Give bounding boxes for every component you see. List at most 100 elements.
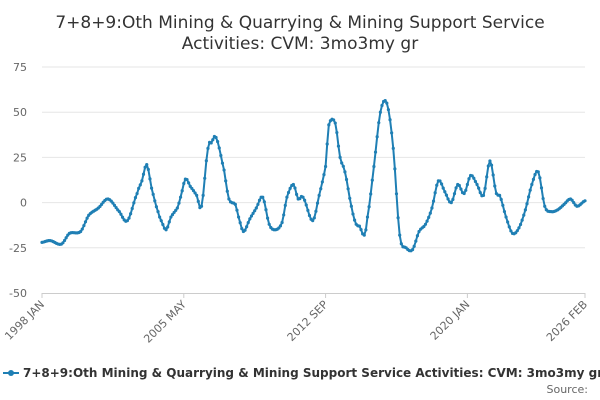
data-point (199, 204, 204, 208)
data-point (319, 187, 323, 191)
data-point (312, 216, 316, 220)
data-point (257, 198, 262, 202)
y-tick-label: 0 (20, 197, 27, 210)
data-point (240, 227, 244, 231)
data-point (158, 215, 162, 219)
data-point (340, 161, 344, 165)
data-point (283, 203, 287, 207)
data-point (61, 241, 65, 245)
data-point (449, 201, 453, 205)
data-point (531, 177, 536, 181)
data-point (362, 233, 366, 237)
data-point (572, 201, 576, 205)
data-point (180, 189, 184, 193)
data-point (254, 206, 258, 210)
data-point (62, 238, 67, 243)
data-point (359, 227, 363, 232)
data-point (523, 208, 527, 212)
data-point (539, 186, 544, 190)
data-point (161, 222, 165, 227)
data-point (370, 178, 374, 182)
data-point (485, 175, 489, 179)
data-point (306, 208, 310, 212)
data-point (530, 182, 534, 187)
data-point (467, 177, 471, 181)
data-point (133, 196, 138, 200)
data-point (440, 182, 444, 186)
data-point (541, 196, 545, 201)
data-point (388, 118, 392, 122)
data-point (377, 121, 381, 125)
data-point (307, 213, 312, 218)
data-point (301, 195, 305, 199)
data-point (428, 211, 432, 215)
chart-title-line-2: Activities: CVM: 3mo3my gr (182, 34, 418, 54)
source-label: Source: (547, 383, 589, 396)
data-point (294, 192, 299, 196)
data-point (533, 172, 537, 177)
data-point (501, 203, 505, 207)
data-point (204, 159, 208, 163)
data-point (304, 203, 308, 207)
data-point (335, 130, 339, 135)
data-point (206, 146, 210, 150)
data-point (385, 101, 389, 105)
data-point (132, 201, 136, 205)
data-point (153, 199, 157, 203)
data-point (425, 219, 429, 223)
data-point (80, 227, 84, 231)
y-tick-label: -50 (9, 287, 27, 300)
legend[interactable]: 7+8+9:Oth Mining & Quarrying & Mining Su… (3, 366, 600, 380)
data-point (137, 186, 141, 190)
y-tick-label: 75 (13, 61, 27, 74)
data-point (175, 206, 179, 210)
x-tick-label: 2012 SEP (285, 298, 331, 344)
data-point (488, 159, 492, 163)
data-point (178, 195, 183, 199)
x-tick-label: 2005 MAY (141, 298, 189, 346)
data-point (433, 191, 437, 195)
data-point (220, 161, 225, 165)
data-point (486, 164, 490, 168)
y-tick-label: 50 (13, 106, 27, 119)
data-point (187, 181, 191, 185)
data-point (462, 191, 466, 196)
data-point (417, 229, 421, 234)
data-point (82, 224, 86, 228)
data-point (459, 187, 463, 191)
data-point (265, 216, 270, 220)
data-point (111, 201, 115, 205)
data-point (193, 191, 197, 195)
x-tick-label: 2020 JAN (428, 298, 473, 343)
data-point (222, 168, 226, 172)
data-point (383, 98, 387, 103)
x-tick-label: 1998 JAN (2, 298, 47, 343)
data-point (493, 184, 497, 188)
data-point (502, 209, 507, 214)
data-point (286, 190, 291, 195)
data-point (143, 165, 147, 169)
y-tick-label: 25 (13, 151, 27, 164)
data-point (399, 242, 403, 246)
data-point (352, 218, 357, 222)
data-point (410, 248, 415, 252)
data-point (261, 195, 265, 199)
data-point (256, 202, 260, 207)
data-point (518, 222, 523, 227)
data-point (149, 186, 154, 190)
data-point (346, 187, 350, 191)
data-point (543, 204, 547, 208)
data-point (288, 186, 292, 190)
data-point (344, 177, 349, 182)
data-point (196, 199, 200, 203)
data-point (517, 226, 521, 230)
data-point (248, 217, 252, 221)
series-layer (40, 98, 587, 253)
data-point (317, 193, 321, 197)
data-point (236, 215, 241, 219)
data-point (235, 208, 239, 212)
data-point (481, 193, 486, 197)
data-point (477, 186, 481, 190)
data-point (64, 236, 68, 240)
data-point (528, 188, 532, 192)
